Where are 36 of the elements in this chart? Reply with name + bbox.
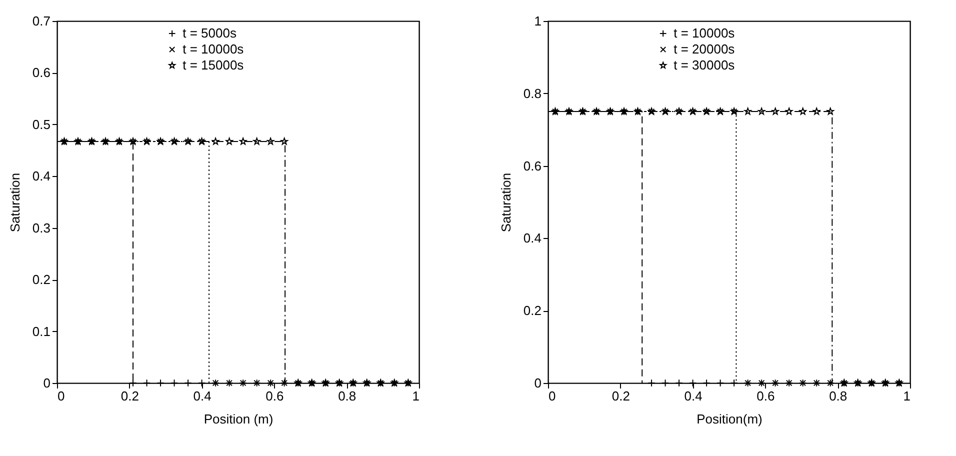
x-tick-label: 1 [903,388,910,404]
y-axis-title: Saturation [7,172,22,232]
x-axis-title: Position(m) [696,412,762,426]
y-tick-label: 0.6 [32,65,50,80]
x-axis-title: Position (m) [204,412,274,426]
y-tick-label: 0.6 [523,158,542,174]
y-tick-label: 0.1 [32,324,50,339]
legend-label: t = 20000s [674,42,736,56]
x-tick-label: 0.2 [120,388,139,404]
x-tick-label: 1 [412,388,420,404]
y-axis-title: Saturation [498,172,514,232]
y-tick-label: 0.4 [32,168,50,184]
y-tick-label: 0.8 [523,86,542,101]
y-tick-label: 0 [534,376,542,390]
x-tick-label: 0 [548,388,556,404]
legend-label: t = 10000s [182,42,244,56]
y-tick-label: 0.2 [32,272,50,288]
legend-label: t = 5000s [182,26,237,40]
y-tick-label: 0 [43,376,50,390]
legend-label: t = 30000s [674,58,736,72]
legend-label: t = 15000s [182,58,244,72]
x-tick-label: 0.2 [612,388,630,404]
x-tick-label: 0.8 [829,388,848,404]
y-tick-label: 0.5 [32,116,50,132]
x-tick-label: 0.6 [266,388,284,404]
y-tick-label: 0.2 [523,303,542,318]
y-tick-label: 1 [534,14,542,28]
y-tick-label: 0.3 [32,220,50,236]
x-tick-label: 0.4 [193,388,212,404]
x-tick-label: 0 [58,388,65,404]
legend-label: t = 10000s [674,26,736,40]
x-tick-label: 0.4 [684,388,702,404]
y-tick-label: 0.7 [32,14,50,28]
x-tick-label: 0.8 [338,388,356,404]
y-tick-label: 0.4 [523,230,542,246]
x-tick-label: 0.6 [756,388,775,404]
